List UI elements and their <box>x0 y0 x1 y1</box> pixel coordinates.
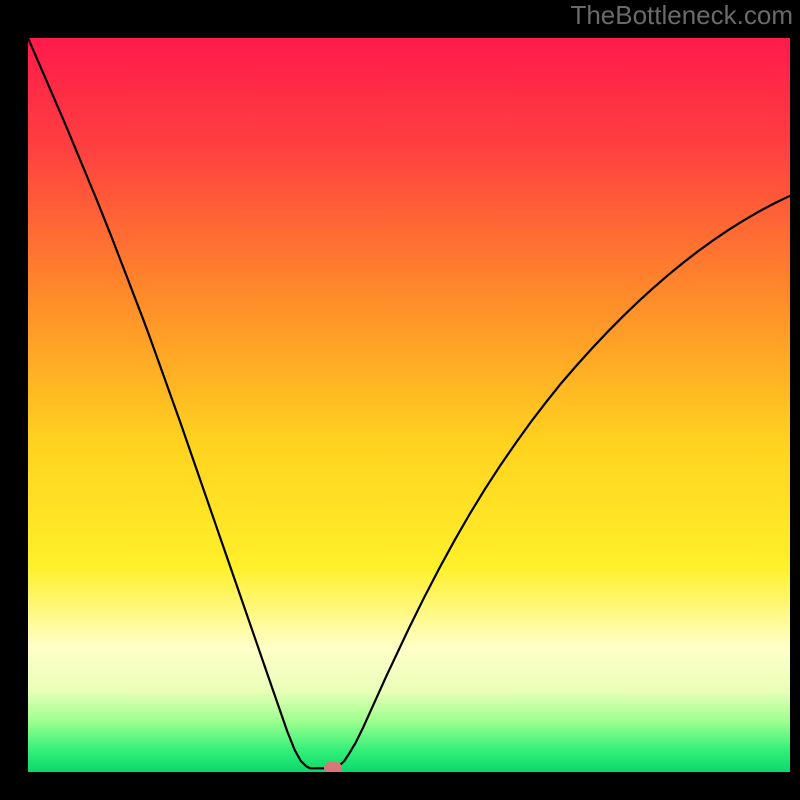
watermark-text: TheBottleneck.com <box>570 0 793 31</box>
optimal-point-marker <box>324 762 342 772</box>
bottleneck-curve-path <box>28 38 790 768</box>
chart-plot-area <box>28 38 790 772</box>
bottleneck-curve <box>28 38 790 772</box>
